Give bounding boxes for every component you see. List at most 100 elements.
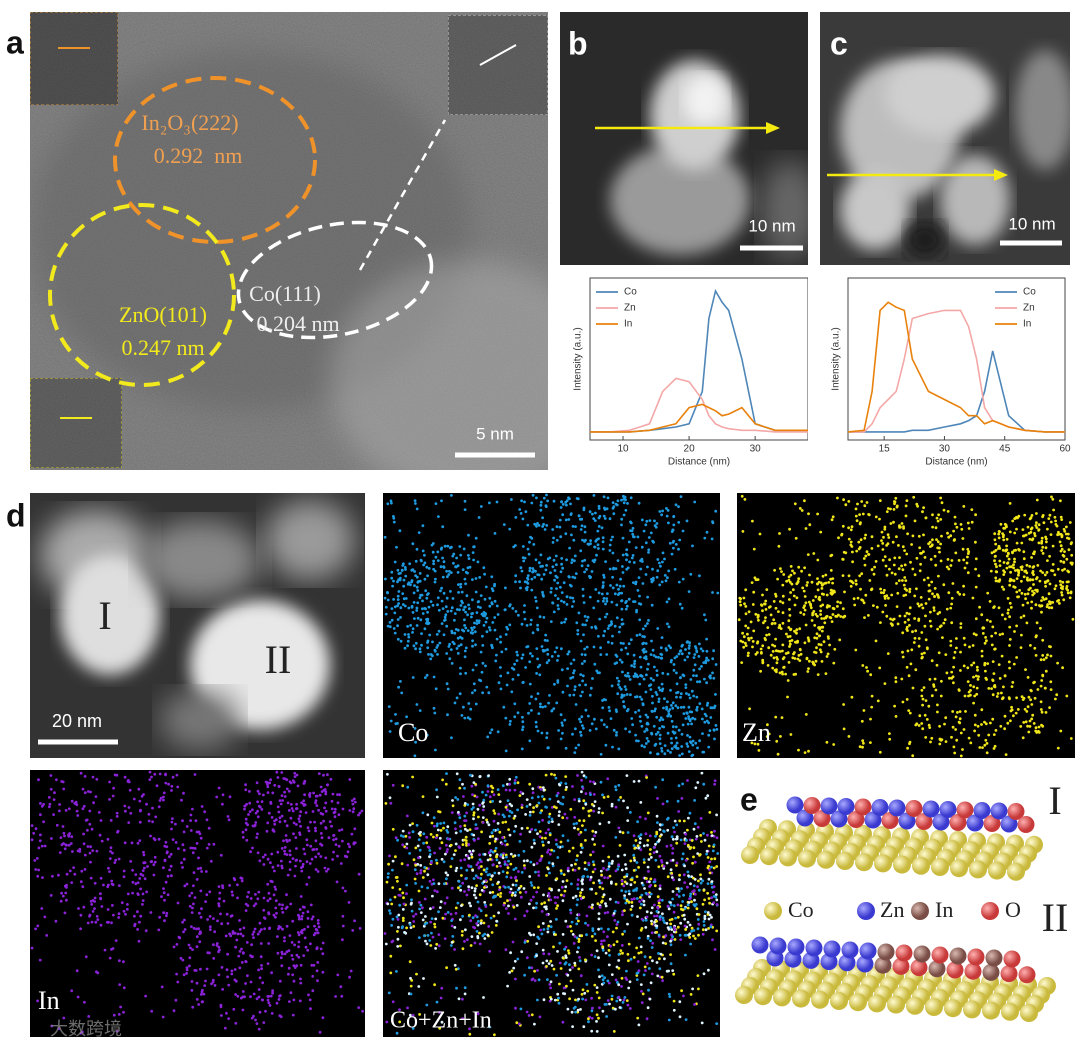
map-dot [620, 879, 624, 883]
map-dot [701, 928, 705, 932]
map-dot [306, 925, 310, 929]
map-dot [391, 868, 394, 872]
map-dot [555, 907, 558, 910]
map-dot [599, 869, 603, 873]
map-dot [901, 700, 905, 704]
map-dot [854, 579, 858, 583]
map-dot [192, 902, 195, 906]
map-dot [898, 556, 901, 559]
map-dot [528, 566, 532, 570]
map-dot [865, 550, 869, 554]
map-dot [480, 612, 484, 616]
map-dot [615, 616, 619, 620]
map-dot [263, 853, 267, 857]
map-dot [588, 878, 592, 882]
map-dot [658, 737, 662, 741]
map-dot [488, 501, 491, 505]
map-dot [852, 597, 856, 601]
map-dot [588, 780, 592, 783]
map-dot [945, 607, 949, 611]
map-dot [393, 895, 397, 899]
map-dot [314, 868, 318, 871]
map-dot [510, 690, 514, 694]
map-dot [481, 661, 485, 665]
map-dot [950, 676, 954, 680]
map-dot [893, 500, 896, 503]
map-dot [207, 843, 211, 846]
map-dot [1008, 583, 1012, 587]
map-dot [426, 574, 429, 578]
map-dot [565, 603, 569, 606]
map-dot [278, 820, 282, 824]
map-dot [574, 998, 577, 1002]
map-dot [461, 568, 465, 572]
map-dot [294, 864, 297, 868]
map-dot [1056, 567, 1060, 571]
map-dot [514, 516, 518, 519]
map-dot [670, 928, 674, 931]
map-dot [932, 609, 936, 612]
map-dot [610, 641, 614, 645]
map-dot [547, 841, 550, 844]
map-dot [841, 574, 845, 577]
map-dot [534, 596, 537, 599]
map-dot [669, 844, 673, 847]
map-dot [199, 889, 203, 893]
map-dot [399, 639, 403, 643]
map-dot [603, 876, 606, 879]
map-dot [802, 613, 806, 616]
map-dot [619, 796, 622, 799]
map-dot [58, 803, 61, 806]
map-dot [1009, 606, 1013, 609]
map-dot [63, 834, 66, 838]
map-dot [976, 724, 980, 728]
map-dot [316, 922, 320, 925]
map-dot [632, 581, 635, 584]
map-dot [1050, 495, 1053, 499]
map-dot [460, 590, 464, 594]
map-dot [661, 509, 664, 513]
map-dot [287, 972, 290, 976]
map-dot [562, 600, 566, 604]
map-dot [601, 547, 605, 551]
map-dot [88, 851, 92, 855]
map-dot [463, 786, 466, 790]
map-dot [425, 596, 429, 600]
map-dot [883, 595, 887, 598]
map-dot [463, 618, 466, 622]
map-dot [569, 807, 573, 811]
map-dot [151, 806, 154, 810]
map-dot [108, 780, 111, 784]
map-dot [982, 626, 986, 630]
map-dot [855, 519, 859, 523]
map-dot [444, 613, 448, 617]
map-dot [947, 535, 951, 539]
map-dot [715, 836, 719, 840]
map-dot [710, 831, 713, 834]
map-dot [319, 855, 323, 858]
map-dot [459, 553, 463, 557]
map-dot [585, 568, 588, 571]
map-dot [257, 1027, 261, 1031]
map-dot [195, 998, 199, 1001]
map-dot [255, 781, 259, 785]
map-dot [1056, 599, 1059, 603]
map-dot [266, 857, 270, 861]
map-dot [272, 893, 276, 897]
map-dot [435, 824, 439, 828]
map-dot [697, 922, 701, 926]
map-dot [909, 662, 913, 666]
map-dot [467, 533, 470, 537]
map-dot [672, 515, 676, 519]
map-dot [612, 512, 616, 516]
map-dot [594, 511, 597, 515]
map-dot [680, 606, 684, 610]
map-dot [112, 1013, 116, 1017]
map-dot [851, 550, 854, 554]
map-dot [1029, 688, 1033, 692]
map-dot [64, 891, 68, 895]
map-dot [138, 799, 142, 803]
map-dot [588, 510, 592, 514]
map-dot [439, 589, 442, 593]
map-dot [127, 821, 131, 824]
